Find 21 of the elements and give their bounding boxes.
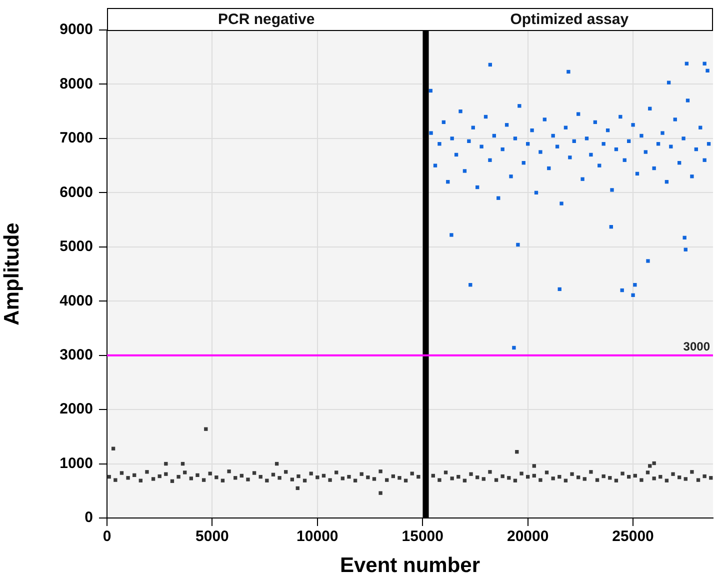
x-tick-label: 15000 [402, 528, 444, 546]
y-tick-label: 4000 [60, 292, 93, 310]
y-tick-label: 6000 [60, 184, 93, 201]
y-tick-label: 5000 [60, 238, 93, 256]
y-tick-label: 9000 [60, 21, 93, 38]
y-tick-label: 2000 [60, 400, 93, 418]
text: PCR negative [218, 11, 315, 28]
y-tick-label: 8000 [60, 75, 93, 92]
y-tick-label: 3000 [60, 346, 93, 364]
x-tick-label: 5000 [196, 528, 229, 546]
x-tick-label: 25000 [612, 528, 654, 546]
text: Optimized assay [510, 11, 630, 28]
y-tick-label: 0 [84, 509, 93, 526]
y-axis-title: Amplitude [0, 222, 24, 326]
y-tick-label: 1000 [60, 454, 93, 472]
x-tick-label: 20000 [506, 528, 549, 546]
x-axis-title: Event number [340, 554, 480, 578]
ref-line-label: 3000 [683, 340, 710, 354]
x-tick-label: 0 [102, 528, 112, 546]
x-tick-label: 10000 [296, 528, 338, 546]
y-tick-label: 7000 [60, 130, 93, 147]
